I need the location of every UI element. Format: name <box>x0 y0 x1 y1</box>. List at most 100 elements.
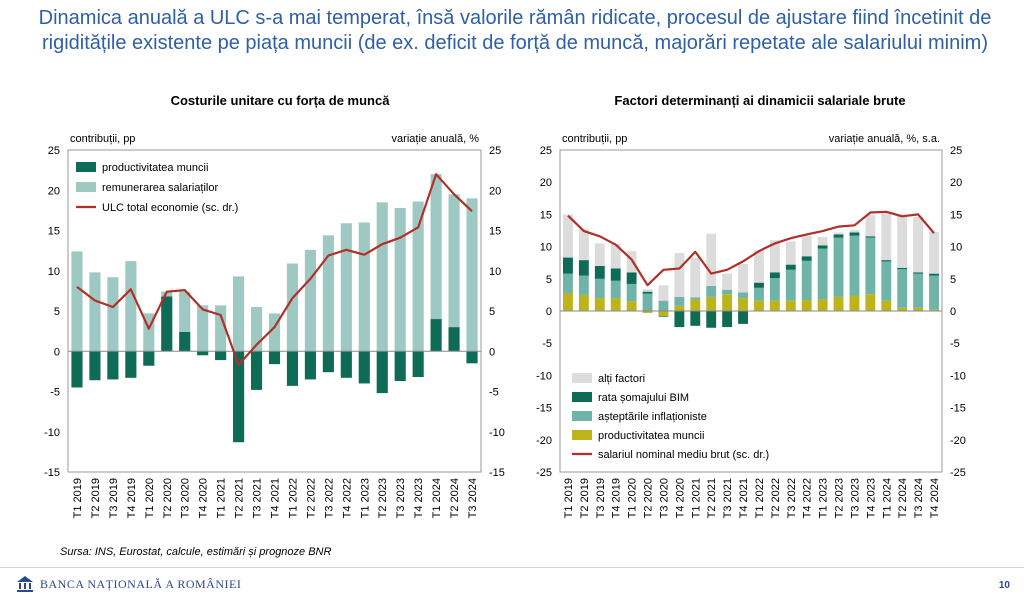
x-tick-label: T1 2022 <box>754 478 766 518</box>
legend-label: rata șomajului BIM <box>598 392 689 404</box>
bar-segment <box>107 277 119 352</box>
x-tick-label: T3 2021 <box>252 478 264 518</box>
y-tick-left: -5 <box>542 338 552 350</box>
bar-segment <box>769 240 780 273</box>
bar-segment <box>849 229 860 233</box>
bar-segment <box>769 300 780 311</box>
bar-segment <box>412 201 424 352</box>
bar-segment <box>833 234 844 238</box>
bar-segment <box>849 235 860 296</box>
x-tick-label: T2 2019 <box>90 478 102 518</box>
bar-segment <box>642 291 653 294</box>
bar-segment <box>578 294 589 311</box>
bar-segment <box>785 241 796 265</box>
bar-segment <box>754 250 764 283</box>
legend-swatch <box>572 392 592 402</box>
x-tick-label: T3 2020 <box>180 478 192 518</box>
bar-segment <box>849 295 860 311</box>
y-tick-left: 5 <box>546 274 552 286</box>
y-tick-left: 0 <box>54 346 60 358</box>
y-tick-right: -20 <box>950 435 966 447</box>
bar-segment <box>817 248 828 300</box>
x-tick-label: T3 2023 <box>849 478 861 518</box>
bar-segment <box>268 313 281 352</box>
bar-segment <box>865 294 876 311</box>
left-chart-title: Costurile unitare cu forța de muncă <box>170 93 390 108</box>
x-tick-label: T2 2022 <box>305 478 317 518</box>
bar-segment <box>881 300 892 311</box>
bar-segment <box>71 351 83 388</box>
bar-segment <box>913 307 924 311</box>
bar-segment <box>913 273 924 308</box>
bar-segment <box>881 260 892 262</box>
bar-segment <box>929 231 939 274</box>
bar-segment <box>849 232 860 236</box>
bar-segment <box>626 301 637 311</box>
bar-segment <box>738 263 748 293</box>
x-tick-label: T1 2024 <box>881 478 893 518</box>
bar-segment <box>754 282 764 288</box>
bar-segment <box>881 261 892 301</box>
y-tick-left: 5 <box>54 306 60 318</box>
bar-segment <box>865 215 876 237</box>
y-tick-right: -25 <box>950 467 966 479</box>
legend-label: alți factori <box>598 373 645 385</box>
bar-segment <box>322 351 334 373</box>
y-tick-left: 0 <box>546 306 552 318</box>
bar-segment <box>674 305 685 311</box>
bar-segment <box>913 216 924 273</box>
bar-segment <box>448 194 460 328</box>
x-tick-label: T4 2020 <box>674 478 686 518</box>
bar-segment <box>594 265 605 279</box>
bar-segment <box>107 351 119 380</box>
bar-segment <box>563 292 573 311</box>
bar-segment <box>897 214 908 268</box>
x-tick-label: T4 2019 <box>611 478 623 518</box>
y-tick-left: -15 <box>536 403 552 415</box>
bar-segment <box>89 351 101 381</box>
bar-segment <box>215 305 227 352</box>
bar-segment <box>674 253 685 297</box>
bar-segment <box>143 351 155 366</box>
bar-segment <box>466 351 478 364</box>
legend-swatch <box>76 162 96 172</box>
x-tick-label: T4 2023 <box>413 478 425 518</box>
x-tick-label: T3 2022 <box>323 478 335 518</box>
x-tick-label: T1 2019 <box>72 478 84 518</box>
bar-segment <box>125 351 137 378</box>
bar-segment <box>125 261 137 352</box>
bar-segment <box>801 300 812 311</box>
bar-segment <box>233 351 245 443</box>
x-tick-label: T2 2022 <box>770 478 782 518</box>
bar-segment <box>626 251 637 273</box>
bar-segment <box>738 311 748 324</box>
bar-segment <box>658 311 669 317</box>
y-tick-right: -10 <box>950 370 966 382</box>
x-tick-label: T4 2019 <box>126 478 138 518</box>
x-tick-label: T1 2021 <box>216 478 228 518</box>
bar-segment <box>706 285 717 297</box>
y-tick-right: -5 <box>950 338 960 350</box>
x-tick-label: T3 2019 <box>108 478 120 518</box>
bar-segment <box>578 229 589 261</box>
y-tick-right: -15 <box>489 467 505 479</box>
y-tick-left: -15 <box>44 467 60 479</box>
bar-segment <box>722 311 733 328</box>
x-tick-label: T3 2019 <box>595 478 607 518</box>
x-tick-label: T1 2020 <box>627 478 639 518</box>
x-tick-label: T4 2021 <box>738 478 750 518</box>
y-tick-left: -10 <box>44 427 60 439</box>
left-axis-label: contribuții, pp <box>562 133 627 145</box>
x-tick-label: T2 2020 <box>162 478 174 518</box>
bar-segment <box>706 233 717 286</box>
bar-segment <box>286 263 299 352</box>
x-tick-label: T2 2019 <box>579 478 591 518</box>
bar-segment <box>754 300 764 311</box>
bar-segment <box>250 351 263 390</box>
bar-segment <box>817 299 828 311</box>
bar-segment <box>179 331 191 352</box>
bar-segment <box>197 351 209 356</box>
bar-segment <box>722 294 733 311</box>
bar-segment <box>801 260 812 301</box>
legend-label: salariul nominal mediu brut (sc. dr.) <box>598 449 769 461</box>
